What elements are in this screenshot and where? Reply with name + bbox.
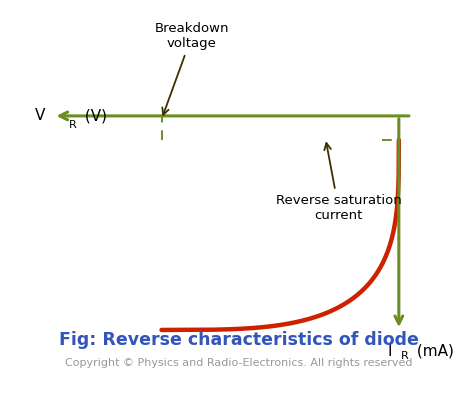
Text: Breakdown
voltage: Breakdown voltage <box>154 22 229 115</box>
Text: V: V <box>35 109 45 123</box>
Text: R: R <box>401 351 409 361</box>
Text: R: R <box>69 120 76 129</box>
Text: (mA): (mA) <box>412 344 454 359</box>
Text: Fig: Reverse characteristics of diode: Fig: Reverse characteristics of diode <box>59 331 419 349</box>
Text: Copyright © Physics and Radio-Electronics. All rights reserved: Copyright © Physics and Radio-Electronic… <box>66 358 413 367</box>
Text: Reverse saturation
current: Reverse saturation current <box>276 143 401 222</box>
Text: I: I <box>388 344 393 359</box>
Text: (V): (V) <box>80 109 106 123</box>
